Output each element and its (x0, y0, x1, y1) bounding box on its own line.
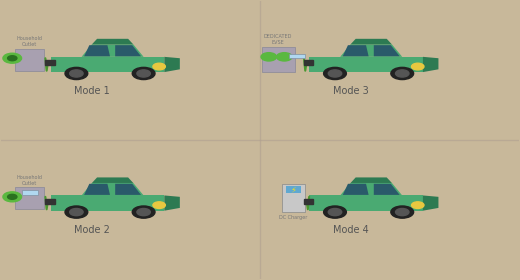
Polygon shape (423, 195, 438, 211)
Polygon shape (350, 178, 392, 183)
Polygon shape (343, 45, 369, 56)
Circle shape (328, 209, 342, 216)
Bar (282, 184, 305, 212)
Polygon shape (164, 57, 180, 72)
Text: Mode 2: Mode 2 (74, 225, 110, 235)
Text: ⚡: ⚡ (291, 185, 296, 194)
Circle shape (70, 209, 83, 216)
Bar (262, 47, 295, 72)
Circle shape (3, 53, 21, 63)
Circle shape (137, 70, 150, 77)
Bar (16, 48, 44, 71)
Circle shape (328, 70, 342, 77)
Circle shape (65, 206, 88, 218)
Polygon shape (343, 184, 369, 195)
Polygon shape (423, 57, 438, 72)
Polygon shape (374, 45, 400, 56)
Text: Mode 4: Mode 4 (333, 225, 368, 235)
Text: DC Charger: DC Charger (279, 215, 308, 220)
Text: Household
Outlet: Household Outlet (17, 36, 43, 47)
Circle shape (396, 209, 409, 216)
Polygon shape (164, 195, 180, 211)
Circle shape (391, 206, 413, 218)
Polygon shape (50, 57, 164, 72)
Circle shape (65, 67, 88, 80)
Circle shape (153, 63, 165, 70)
Text: Mode 1: Mode 1 (74, 87, 110, 97)
Circle shape (153, 202, 165, 209)
Polygon shape (82, 183, 144, 195)
Polygon shape (84, 45, 110, 56)
Circle shape (261, 53, 277, 61)
Circle shape (70, 70, 83, 77)
Polygon shape (350, 39, 392, 44)
Bar (286, 186, 302, 193)
Text: Household
Outlet: Household Outlet (17, 175, 43, 186)
Polygon shape (50, 195, 164, 211)
Polygon shape (92, 39, 133, 44)
Circle shape (323, 67, 346, 80)
Polygon shape (340, 183, 402, 195)
Polygon shape (115, 184, 141, 195)
Bar (45, 199, 55, 204)
Bar (304, 60, 313, 65)
Polygon shape (374, 184, 400, 195)
Polygon shape (84, 184, 110, 195)
Bar (16, 187, 44, 209)
Bar (290, 54, 305, 58)
Circle shape (391, 67, 413, 80)
Circle shape (411, 202, 424, 209)
Circle shape (8, 194, 17, 199)
Circle shape (411, 63, 424, 70)
Bar (304, 199, 313, 204)
Circle shape (396, 70, 409, 77)
Polygon shape (340, 44, 402, 57)
Circle shape (137, 209, 150, 216)
Circle shape (132, 206, 155, 218)
Bar (22, 190, 37, 195)
Polygon shape (309, 57, 423, 72)
Circle shape (277, 53, 292, 61)
Text: Mode 3: Mode 3 (333, 87, 368, 97)
Circle shape (8, 56, 17, 61)
Circle shape (3, 192, 21, 202)
Bar (45, 60, 55, 65)
Polygon shape (309, 195, 423, 211)
Polygon shape (115, 45, 141, 56)
Circle shape (132, 67, 155, 80)
Polygon shape (92, 178, 133, 183)
Polygon shape (82, 44, 144, 57)
Circle shape (323, 206, 346, 218)
Text: DEDICATED
EVSE: DEDICATED EVSE (264, 34, 292, 45)
